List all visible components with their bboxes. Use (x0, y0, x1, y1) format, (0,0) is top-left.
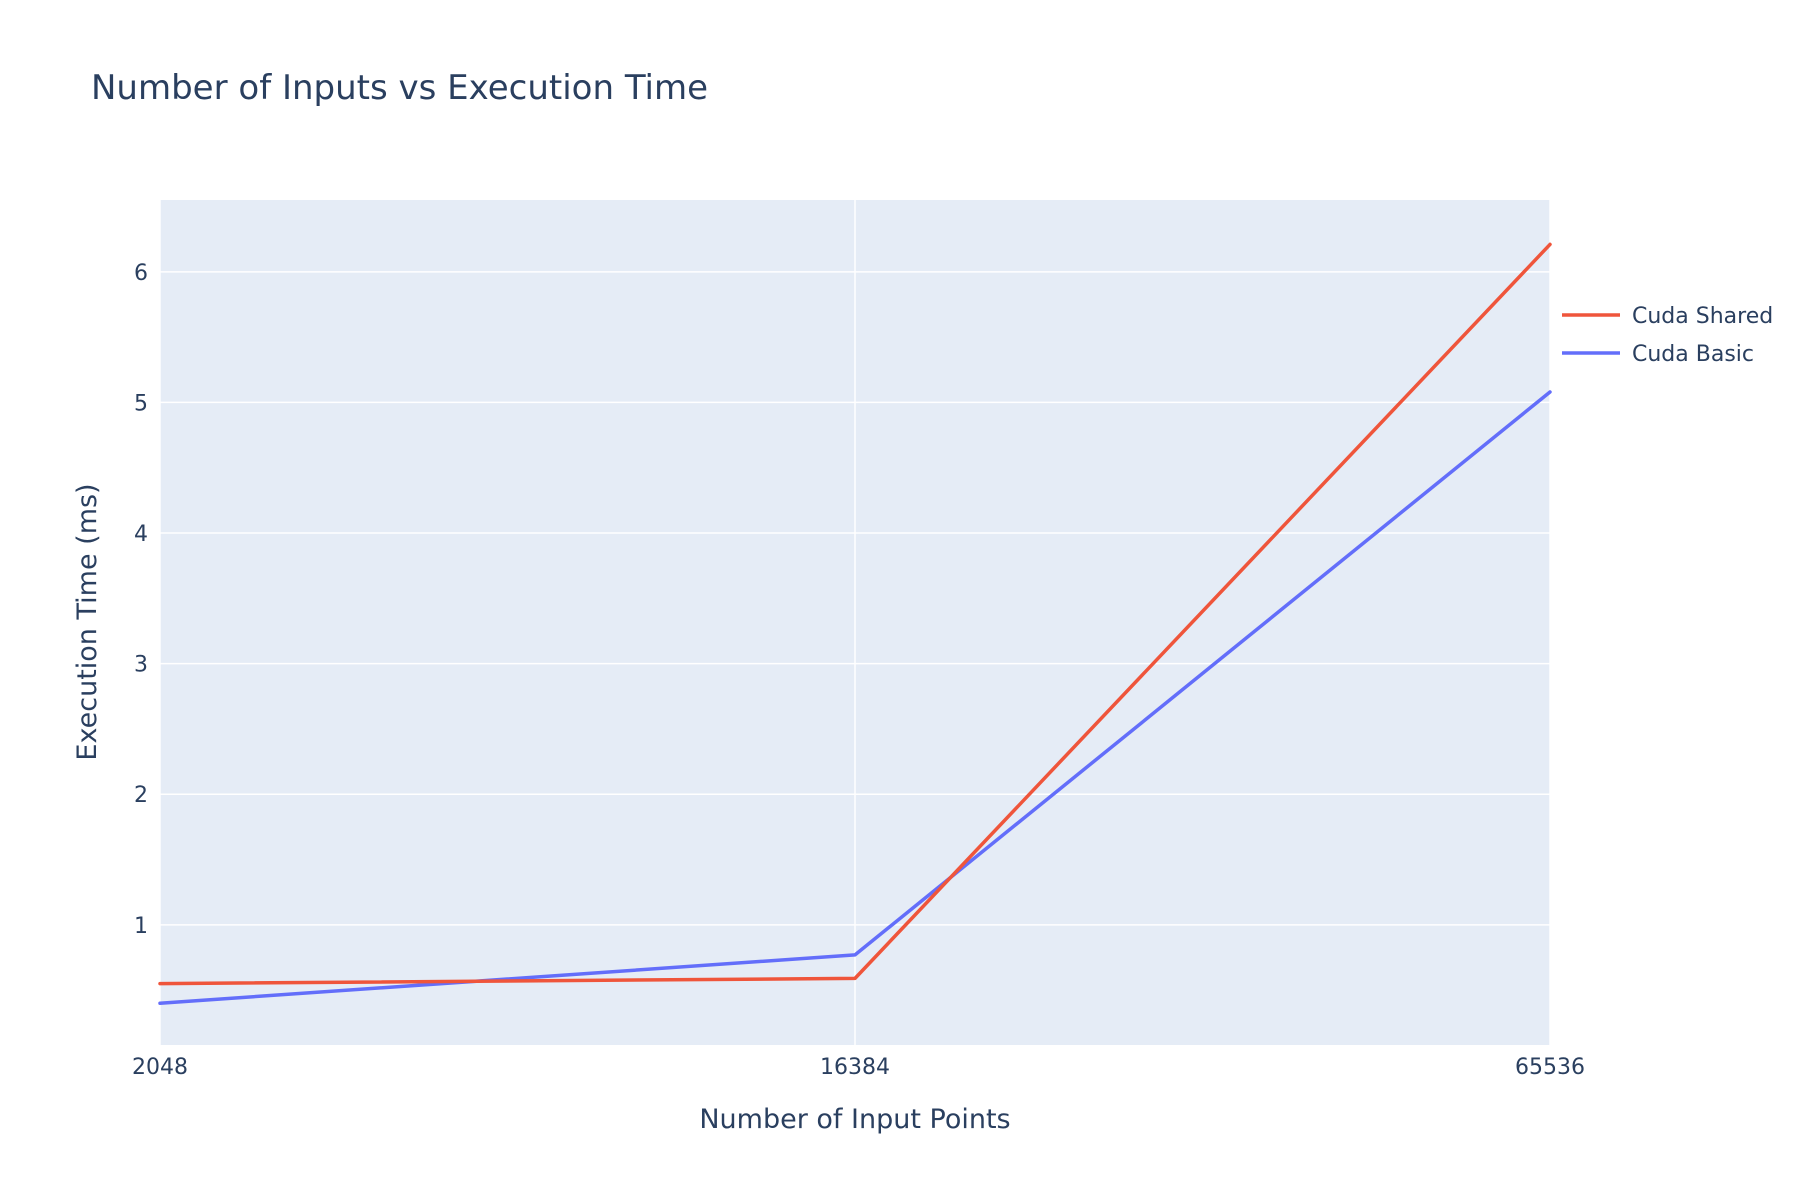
chart-title: Number of Inputs vs Execution Time (91, 68, 708, 108)
y-axis-ticks: 1 2 3 4 5 6 (134, 261, 148, 939)
y-tick-label: 6 (134, 261, 148, 286)
y-tick-label: 3 (134, 653, 148, 678)
x-axis-title: Number of Input Points (699, 1104, 1010, 1135)
y-tick-label: 2 (134, 783, 148, 808)
x-tick-label: 2048 (132, 1055, 188, 1080)
series-line-cuda-shared[interactable] (158, 242, 1552, 986)
x-tick-label: 65536 (1515, 1055, 1585, 1080)
y-tick-label: 5 (134, 391, 148, 416)
legend-item-cuda-shared[interactable]: Cuda Shared (1562, 304, 1773, 329)
x-tick-label: 16384 (820, 1055, 890, 1080)
series-layer (158, 242, 1552, 1005)
x-axis-ticks: 2048 16384 65536 (132, 1055, 1585, 1080)
legend[interactable]: Cuda Shared Cuda Basic (1562, 304, 1773, 367)
legend-label: Cuda Basic (1632, 342, 1754, 367)
legend-label: Cuda Shared (1632, 304, 1773, 329)
legend-item-cuda-basic[interactable]: Cuda Basic (1562, 342, 1754, 367)
x-gridlines (159, 200, 1551, 1045)
y-tick-label: 1 (134, 914, 148, 939)
y-tick-label: 4 (134, 522, 148, 547)
series-line-cuda-basic[interactable] (158, 390, 1552, 1005)
y-axis-title: Execution Time (ms) (72, 483, 103, 760)
